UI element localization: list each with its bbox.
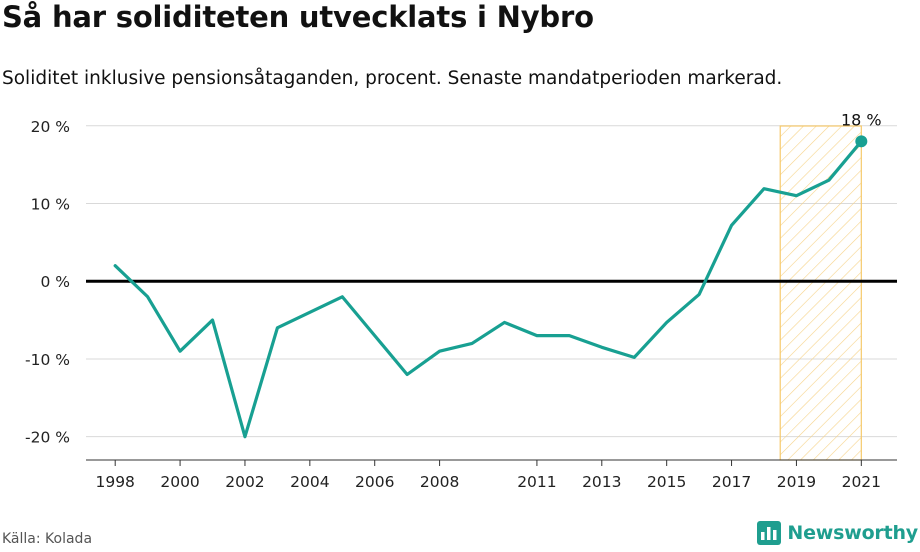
- brand-name: Newsworthy: [787, 522, 918, 544]
- y-tick-label: 10 %: [31, 196, 70, 214]
- y-tick-label: 0 %: [40, 273, 70, 291]
- brand-logo: Newsworthy: [757, 521, 918, 545]
- x-tick-label: 1998: [95, 473, 134, 491]
- x-tick-label: 2006: [355, 473, 394, 491]
- y-tick-label: -20 %: [25, 429, 70, 447]
- x-tick-label: 2000: [160, 473, 199, 491]
- bar-chart-logo-icon: [757, 521, 782, 545]
- axes: 20 % 10 % 0 % -10 % -20 % 1998 2000 2002 2004 200…: [25, 118, 897, 491]
- series-line: [113, 139, 863, 439]
- x-tick-label: 2011: [517, 473, 556, 491]
- y-tick-label: -10 %: [25, 351, 70, 369]
- x-tick-label: 2013: [582, 473, 621, 491]
- highlight-period-rect: [779, 125, 862, 461]
- x-tick-label: 2015: [647, 473, 686, 491]
- highlight-period: [779, 125, 862, 461]
- labels: 18 %: [841, 110, 882, 129]
- x-tick-label: 2008: [420, 473, 459, 491]
- x-tick-label: 2019: [777, 473, 816, 491]
- x-tick-label: 2004: [290, 473, 329, 491]
- gridlines: [86, 125, 897, 438]
- page-title: Så har soliditeten utvecklats i Nybro: [2, 0, 594, 34]
- x-tick-label: 2017: [712, 473, 751, 491]
- x-tick-label: 2021: [842, 473, 881, 491]
- source-note: Källa: Kolada: [2, 531, 93, 547]
- last-value-point: [855, 135, 868, 148]
- x-tick-label: 2002: [225, 473, 264, 491]
- page-subtitle: Soliditet inklusive pensionsåtaganden, p…: [2, 68, 783, 89]
- y-tick-label: 20 %: [31, 118, 70, 136]
- last-value-label: 18 %: [841, 110, 882, 129]
- series: [113, 135, 868, 439]
